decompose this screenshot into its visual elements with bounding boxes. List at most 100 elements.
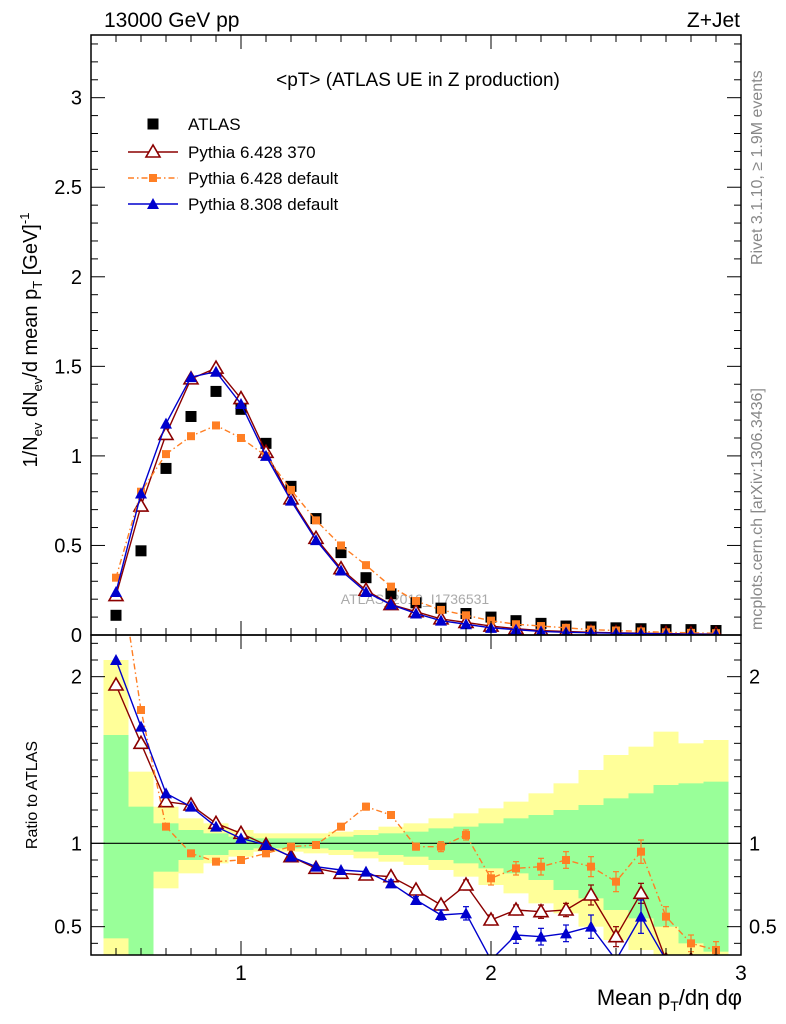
ratio-point [260,839,272,850]
data-point [335,564,347,576]
band-inner-bin [203,833,229,855]
band-inner-bin [603,798,629,910]
ratio-point [460,907,472,919]
legend-label: Pythia 6.428 370 [188,143,316,162]
data-point [160,462,172,474]
data-point [312,516,320,525]
main-y-tick-label: 0.5 [54,535,82,557]
ratio-point [262,849,270,858]
rivet-label: Rivet 3.1.10, ≥ 1.9M events [749,70,766,265]
data-point [160,417,172,429]
data-point [210,385,222,397]
data-point [110,609,122,621]
ratio-series-pythia-8-308-default [110,654,717,955]
band-inner-bin [653,785,679,927]
main-y-tick-label: 2 [71,267,82,289]
ratio-point [535,930,547,942]
ratio-point [235,832,247,844]
legend-entry: Pythia 6.428 default [128,169,339,188]
band-inner-bin [103,735,129,939]
ratio-point [157,793,175,808]
data-point [260,437,272,449]
ratio-point [612,877,620,886]
legend-label: Pythia 6.428 default [188,169,339,188]
ratio-ylabel: Ratio to ATLAS [24,741,41,849]
uncertainty-bands [103,660,729,955]
data-point [285,494,297,506]
legend-marker [149,174,157,182]
ratio-point [512,864,520,873]
band-inner-bin [578,805,604,899]
ratio-point [360,865,372,877]
ratio-point [607,928,625,943]
ratio-point [210,820,222,832]
legend-entry: Pythia 8.308 default [128,195,339,214]
ratio-series-layer [107,635,720,955]
ratio-point [562,856,570,864]
ratio-point [132,734,150,750]
main-y-tick-label: 0 [71,625,82,647]
x-tick-label: 2 [485,962,497,985]
band-inner-bin [553,810,579,890]
band-inner-bin [153,823,179,872]
ratio-point [335,864,347,875]
data-point [110,586,122,598]
legend: ATLAS Pythia 6.428 370 Pythia 6.428 defaul… [128,115,339,214]
data-point [162,450,170,459]
x-tick-label: 3 [735,962,747,985]
ratio-y-tick-label-right: 2 [749,667,760,689]
ratio-point [107,676,125,691]
ratio-point [560,927,572,939]
ratio-point [287,842,295,851]
band-inner-bin [703,781,729,952]
x-tick-label: 1 [235,962,247,985]
ratio-point [337,822,345,831]
ratio-point [557,901,575,916]
legend-label: ATLAS [188,115,241,134]
ratio-xlabel: Mean pT/dη dφ [597,985,742,1014]
ratio-y-tick-label-left: 0.5 [54,917,82,939]
data-point [385,598,397,610]
ratio-point [385,877,397,889]
ratio-point [632,884,650,900]
ratio-point [310,860,322,872]
mcplots-label: mcplots.cern.ch [arXiv:1306.3436] [749,388,766,630]
ratio-point [285,850,297,862]
data-point [412,596,420,605]
ratio-point [110,654,122,665]
data-point [335,547,347,559]
band-inner-bin [478,823,504,869]
main-series-layer [107,359,722,635]
ratio-point [510,929,522,940]
legend-entry: ATLAS [147,115,241,134]
data-point [135,545,147,557]
ratio-point [387,811,395,819]
ratio-point [585,920,597,932]
ratio-series-pythia-6-428-default [129,635,720,955]
ratio-point [160,787,172,799]
ratio-point [412,842,420,851]
data-point [212,421,220,430]
ratio-point [462,831,470,839]
data-point [360,586,372,598]
data-point [410,607,422,619]
ratio-point [635,910,647,922]
ratio-point [187,849,195,858]
legend-marker [144,143,162,158]
band-inner-bin [378,833,404,855]
legend-marker [147,198,159,209]
data-point [237,433,245,442]
ratio-point [482,911,500,926]
band-inner-bin [678,783,704,944]
data-point [187,432,195,441]
main-y-tick-label: 2.5 [54,177,82,199]
legend-marker [147,118,159,130]
data-point [387,582,395,591]
ratio-point [687,939,695,948]
ratio-point [507,901,525,916]
ratio-point [407,881,425,896]
data-point [185,410,197,422]
ratio-point [437,842,445,851]
data-point [337,541,345,550]
